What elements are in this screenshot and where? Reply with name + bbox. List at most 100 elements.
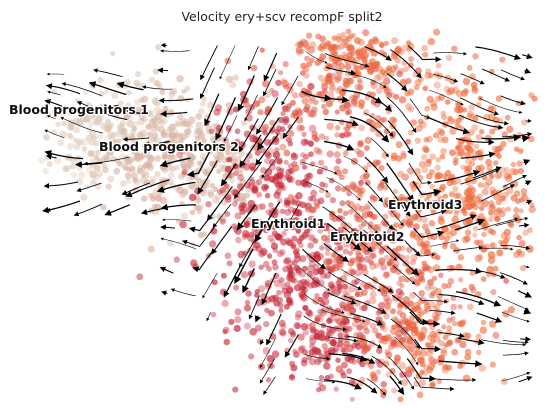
cell-point xyxy=(369,262,377,271)
cell-point xyxy=(390,308,396,315)
cell-point xyxy=(243,304,252,312)
cell-point xyxy=(254,100,261,107)
cell-point xyxy=(264,282,272,290)
cell-point xyxy=(307,195,314,202)
cell-point xyxy=(464,158,472,165)
cell-point xyxy=(427,362,436,371)
cell-point xyxy=(351,359,357,365)
cell-point xyxy=(421,154,428,161)
cell-point xyxy=(317,308,324,315)
cell-point xyxy=(424,105,431,112)
cell-point xyxy=(369,112,376,119)
cell-point xyxy=(333,317,340,323)
velocity-streamline xyxy=(433,51,468,56)
cell-point xyxy=(140,95,149,104)
cell-point xyxy=(518,240,526,248)
cell-point xyxy=(393,342,400,349)
chart-title: Velocity ery+scv recompF split2 xyxy=(181,9,382,24)
cell-point xyxy=(326,317,332,324)
cell-point xyxy=(407,167,415,175)
cell-point xyxy=(485,158,493,166)
cell-point xyxy=(327,339,334,345)
cell-point xyxy=(268,363,275,370)
cell-point xyxy=(224,165,232,173)
cell-point xyxy=(498,239,504,245)
cell-point xyxy=(220,272,227,279)
cell-point xyxy=(357,77,363,83)
cell-point xyxy=(359,305,365,311)
cell-point xyxy=(360,289,368,296)
cell-point xyxy=(226,260,233,267)
cell-point xyxy=(139,132,146,140)
cell-point xyxy=(183,128,191,135)
cell-point xyxy=(444,99,451,105)
cell-point xyxy=(182,187,189,195)
cell-point xyxy=(280,282,287,290)
cell-point xyxy=(227,156,233,163)
cell-point xyxy=(243,322,251,330)
cell-point xyxy=(303,72,310,79)
cell-point xyxy=(299,48,305,55)
cell-point xyxy=(50,129,58,136)
cell-point xyxy=(307,46,316,54)
cell-point xyxy=(168,90,176,98)
cell-point xyxy=(93,164,101,172)
cell-point xyxy=(273,279,282,288)
cell-point xyxy=(109,144,116,151)
cell-point xyxy=(291,152,297,158)
cell-point xyxy=(324,250,331,257)
cell-point xyxy=(492,265,499,272)
cell-point xyxy=(278,328,286,336)
cell-point xyxy=(478,212,485,220)
cell-point xyxy=(375,369,382,375)
cell-point xyxy=(328,373,334,380)
cell-point xyxy=(446,339,454,347)
cell-point xyxy=(358,99,366,106)
cell-point xyxy=(469,113,476,120)
cell-point xyxy=(202,168,208,174)
cell-point xyxy=(88,150,95,156)
cell-point xyxy=(233,170,239,176)
cell-point xyxy=(513,251,521,259)
cell-point xyxy=(437,359,444,366)
cell-point xyxy=(147,157,155,164)
cell-point xyxy=(51,88,58,95)
cell-point xyxy=(526,245,534,253)
cell-point xyxy=(358,322,366,330)
cell-point xyxy=(161,117,168,125)
cell-point xyxy=(356,150,365,158)
cell-point xyxy=(408,106,415,113)
cell-point xyxy=(245,152,253,160)
cell-point xyxy=(510,161,516,168)
cell-point xyxy=(263,320,270,328)
cell-point xyxy=(341,361,348,369)
cell-point xyxy=(490,289,497,296)
cell-point xyxy=(179,220,187,229)
cell-point xyxy=(458,320,465,327)
cell-point xyxy=(321,165,329,172)
cell-point xyxy=(327,45,335,52)
cell-point xyxy=(214,155,221,162)
cell-point xyxy=(289,198,296,205)
cell-point xyxy=(265,152,272,159)
cell-point xyxy=(103,155,111,162)
cell-point xyxy=(266,265,272,272)
cell-point xyxy=(90,157,96,164)
cell-point xyxy=(299,344,306,351)
cell-point xyxy=(430,381,437,388)
cell-point xyxy=(116,160,123,167)
cell-point xyxy=(136,132,144,140)
cell-point xyxy=(492,331,500,339)
cell-point xyxy=(55,121,61,128)
cell-point xyxy=(189,209,196,215)
cell-point xyxy=(153,80,159,86)
cell-point xyxy=(90,179,97,186)
cell-point xyxy=(295,192,303,200)
cell-point xyxy=(417,299,424,305)
cell-point xyxy=(304,55,310,62)
cell-point xyxy=(385,65,392,72)
cell-point xyxy=(302,153,309,160)
cell-point xyxy=(309,161,316,167)
cell-point xyxy=(337,244,344,251)
cell-point xyxy=(199,152,208,161)
